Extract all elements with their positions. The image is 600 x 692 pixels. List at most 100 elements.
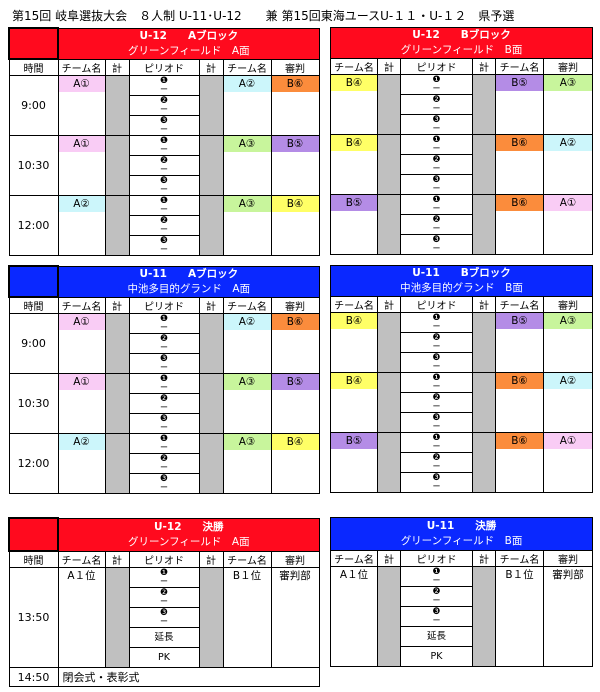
block-title: U-12 決勝 <box>154 520 224 533</box>
period-number: ❶ <box>432 433 441 443</box>
score-cell-team2[interactable] <box>198 135 224 196</box>
score-cell-team1[interactable] <box>104 567 130 668</box>
score-cell-team1[interactable] <box>104 373 130 434</box>
period-dash: ー <box>160 185 168 194</box>
score-cell-team2[interactable] <box>472 312 496 373</box>
period-cell[interactable]: 延長 <box>400 626 473 647</box>
score-cell-team1[interactable] <box>104 135 130 196</box>
score-cell-team1[interactable] <box>377 134 401 195</box>
block-subtitle: グリーンフィールド B面 <box>400 44 523 56</box>
period-cell[interactable]: PK <box>400 646 473 667</box>
match-time: 13:50 <box>8 567 59 668</box>
period-number: ❸ <box>159 236 169 246</box>
score-cell-team2[interactable] <box>198 433 224 494</box>
team2-cell: A② <box>222 313 272 374</box>
team2-cell: B⑤ <box>495 74 544 135</box>
score-cell-team1[interactable] <box>377 194 401 255</box>
score-cell-team2[interactable] <box>198 75 224 136</box>
score-cell-team2[interactable] <box>472 566 496 667</box>
period-cell[interactable]: 延長 <box>128 627 200 648</box>
score-cell-team1[interactable] <box>377 566 401 667</box>
score-cell-team1[interactable] <box>377 74 401 135</box>
score-cell-team2[interactable] <box>198 313 224 374</box>
score-cell-team1[interactable] <box>104 433 130 494</box>
score-cell-team1[interactable] <box>104 75 130 136</box>
schedule-table: U-12 Aブロック グリーンフィールド A面 時間 チーム名計ピリオド計チーム名 審判… <box>8 27 320 256</box>
team1-cell: A１位 <box>330 566 378 667</box>
block-title: U-12 Bブロック <box>412 29 511 41</box>
closing-time: 14:50 <box>8 667 59 687</box>
score-cell-team1[interactable] <box>377 432 401 493</box>
score-cell-team1[interactable] <box>377 312 401 373</box>
score-cell-team1[interactable] <box>104 313 130 374</box>
period-dash: ー <box>432 144 441 153</box>
score-cell-team2[interactable] <box>198 567 224 668</box>
closing-row: 14:50 閉会式・表彰式 <box>8 667 320 687</box>
column-header-period: ピリオド <box>400 550 473 567</box>
period-number: ❷ <box>159 454 169 464</box>
team2-cell-label: A③ <box>224 136 270 152</box>
team2-cell: B⑤ <box>495 312 544 373</box>
score-cell-team2[interactable] <box>472 74 496 135</box>
score-cell-team1[interactable] <box>377 372 401 433</box>
period-cell[interactable]: PK <box>128 647 200 668</box>
period-dash: ー <box>160 443 168 452</box>
column-header-referee: 審判 <box>542 550 594 567</box>
score-cell-team2[interactable] <box>472 194 496 255</box>
extra-period-label: 延長 <box>154 632 174 643</box>
period-dash: ー <box>432 244 441 253</box>
score-cell-team2[interactable] <box>472 372 496 433</box>
match-time: 9:00 <box>8 313 59 374</box>
score-cell-team1[interactable] <box>104 195 130 256</box>
column-header-team: チーム名 <box>222 550 272 568</box>
score-cell-team2[interactable] <box>472 134 496 195</box>
column-header-team: チーム名 <box>330 550 378 567</box>
score-cell-team2[interactable] <box>472 432 496 493</box>
score-cell-team2[interactable] <box>198 373 224 434</box>
score-cell-team2[interactable] <box>198 195 224 256</box>
